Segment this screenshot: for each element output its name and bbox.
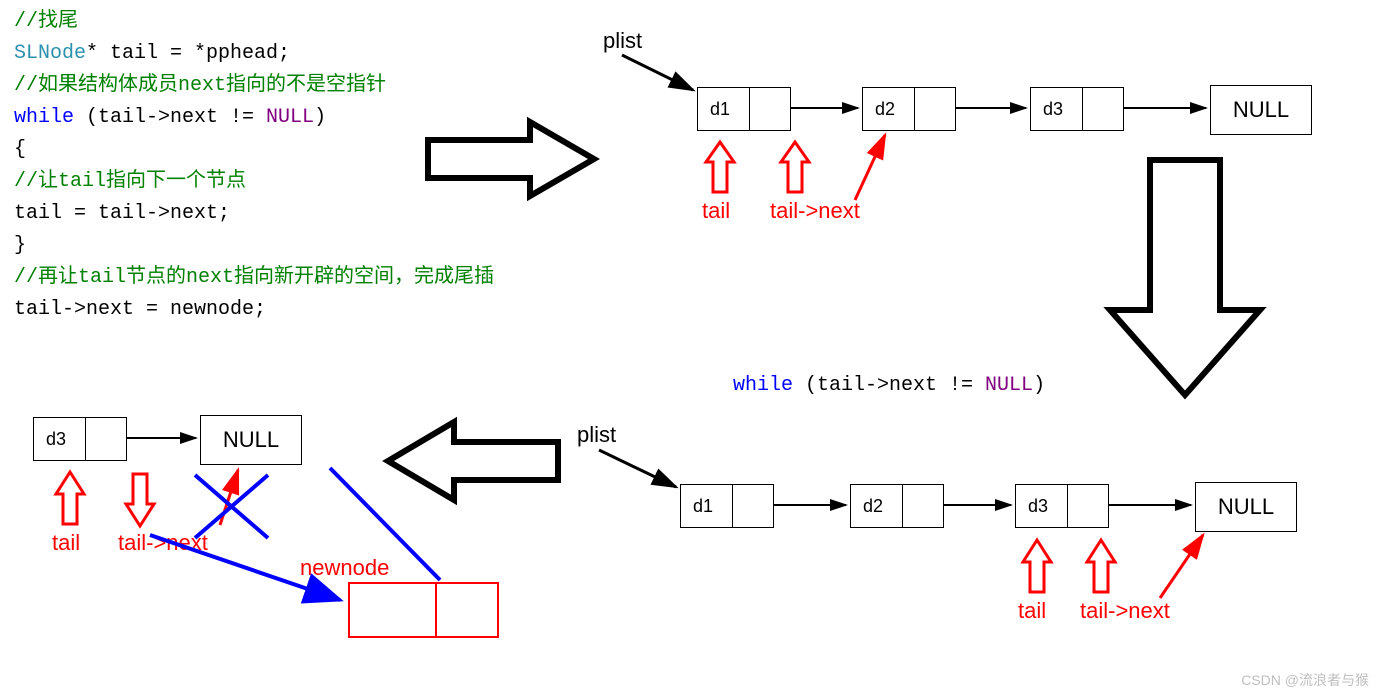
red-up-arrow-tailnext-br <box>1087 540 1115 592</box>
red-down-arrow-tailnext-bl <box>126 474 154 526</box>
red-up-arrow-tail-br <box>1023 540 1051 592</box>
arrow-plist-br <box>599 450 676 487</box>
arrows-overlay <box>0 0 1381 698</box>
red-up-arrow-tail-bl <box>56 472 84 524</box>
block-arrow-down <box>1110 160 1260 395</box>
arrow-plist-top <box>622 55 693 90</box>
red-arrow-tailnext-null-br <box>1160 535 1203 598</box>
red-up-arrow-tailnext-top <box>781 142 809 192</box>
blue-arrow-tailnext-to-newnode <box>150 535 340 600</box>
block-arrow-left <box>388 422 558 500</box>
block-arrow-right-1 <box>428 122 594 196</box>
red-up-arrow-tail-top <box>706 142 734 192</box>
red-arrow-tailnext-d2-top <box>855 135 885 200</box>
